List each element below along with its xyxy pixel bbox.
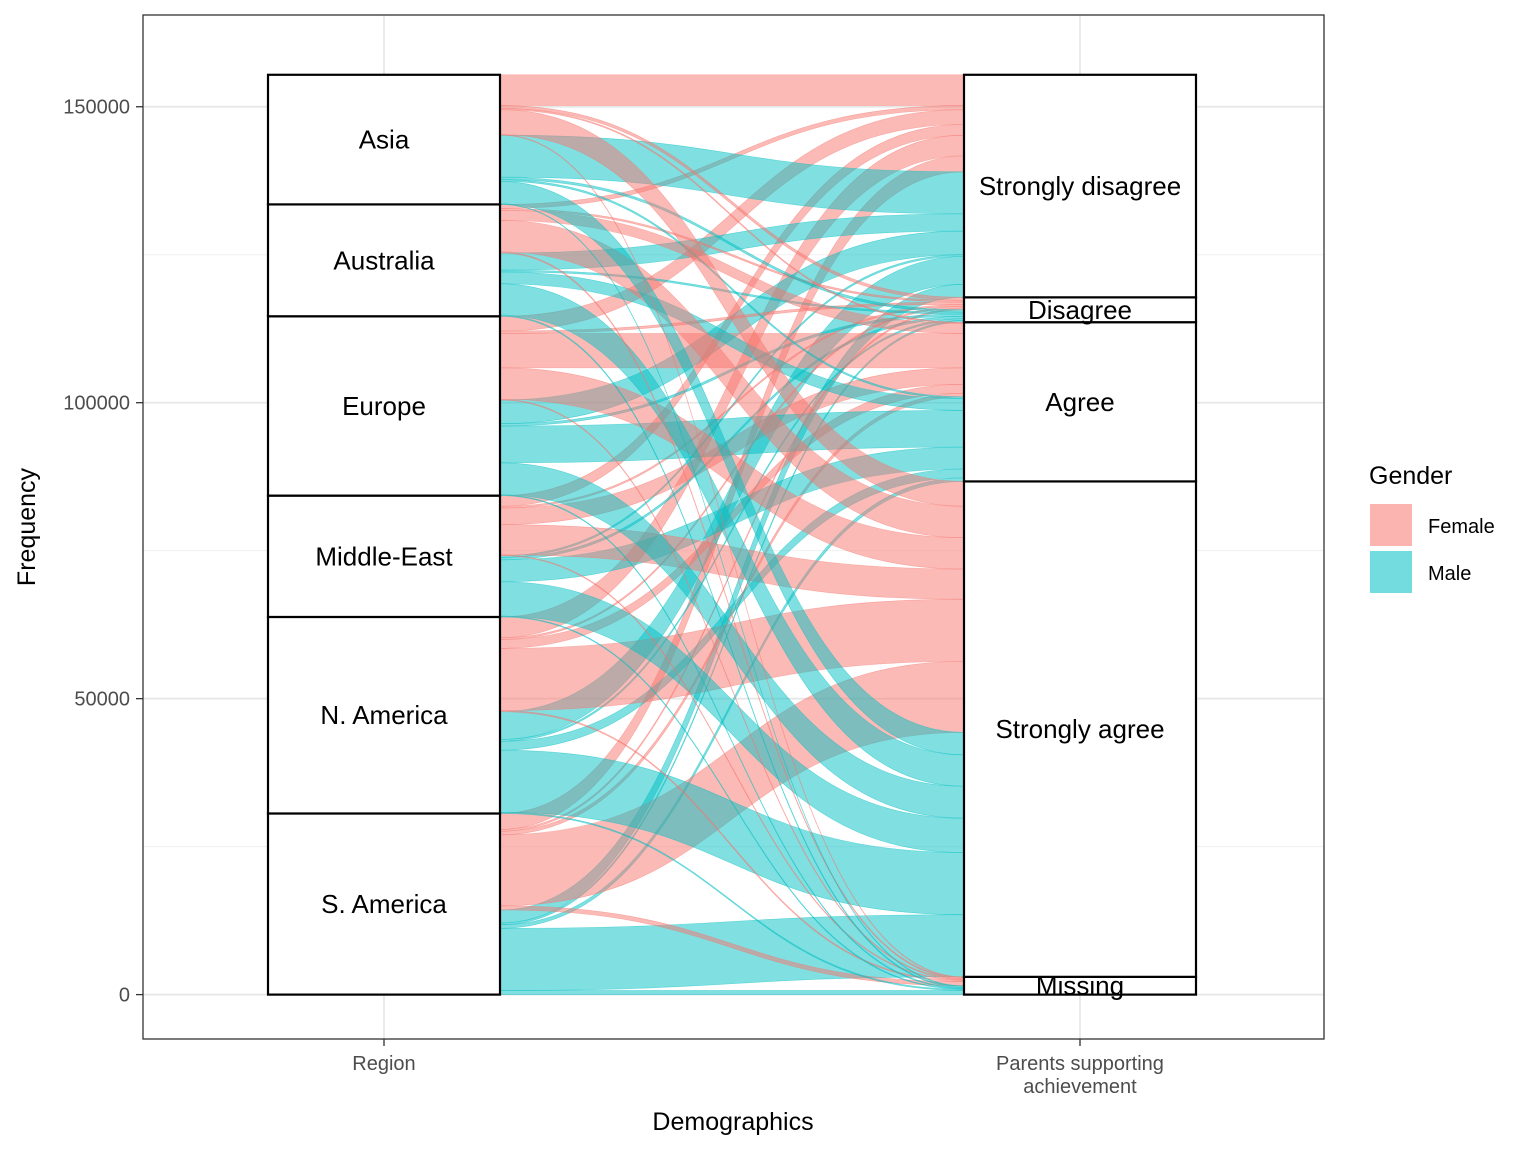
legend-title: Gender (1369, 462, 1452, 490)
stratum-label-australia: Australia (333, 245, 435, 275)
x-tick-label-parents: achievement (1023, 1076, 1137, 1098)
stratum-label-n-america: N. America (320, 700, 448, 730)
x-axis-title: Demographics (652, 1108, 813, 1136)
strata: S. America N. America Middle-East Europe Aus… (266, 73, 1198, 1001)
stratum-label-strongly-disagree: Strongly disagree (979, 171, 1181, 201)
stratum-region-s-america (266, 812, 502, 996)
legend-label-female: Female (1428, 516, 1495, 538)
stratum-label-strongly-agree: Strongly agree (995, 714, 1164, 744)
legend-label-male: Male (1428, 563, 1471, 585)
stratum-region-australia (266, 203, 502, 318)
stratum-parents-disagree (962, 296, 1198, 324)
flows (499, 74, 965, 995)
x-tick-label-region: Region (352, 1053, 415, 1075)
stratum-parents-strongly-disagree (962, 73, 1198, 299)
y-tick-label: 100000 (63, 393, 130, 415)
stratum-label-s-america: S. America (321, 889, 447, 919)
stratum-parents-strongly-agree (962, 480, 1198, 978)
stratum-label-agree: Agree (1045, 387, 1114, 417)
legend-key-female (1370, 504, 1412, 546)
stratum-region-middle-east (266, 494, 502, 619)
y-tick-label: 150000 (63, 97, 130, 119)
flow-asia-female-strongly-disagree (499, 74, 965, 106)
y-tick-label: 50000 (74, 689, 130, 711)
stratum-label-middle-east: Middle-East (315, 541, 453, 571)
stratum-label-asia: Asia (359, 125, 410, 155)
plot-panel-border (142, 14, 1325, 1040)
legend: Gender Female Male (1369, 462, 1495, 593)
y-tick-label: 0 (119, 985, 130, 1007)
legend-key-male (1370, 551, 1412, 593)
stratum-label-europe: Europe (342, 391, 426, 421)
axes: 0 50000 100000 150000 Region Parents supporti… (63, 97, 1164, 1098)
flow-s-america-male-missing (499, 990, 965, 995)
x-tick-label-parents: Parents supporting (996, 1053, 1164, 1075)
stratum-label-disagree: Disagree (1028, 295, 1132, 325)
stratum-region-asia (266, 73, 502, 206)
y-axis-title: Frequency (13, 467, 41, 586)
stratum-region-n-america (266, 615, 502, 815)
